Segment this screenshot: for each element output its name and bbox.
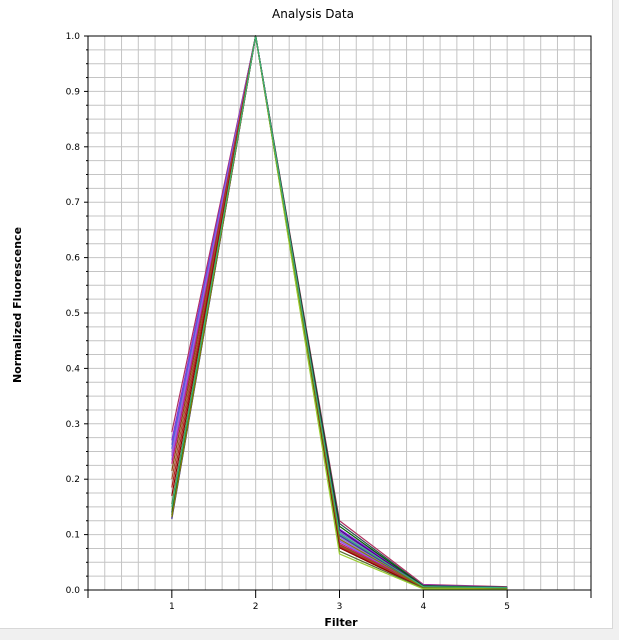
y-tick-label: 0.6 <box>66 254 81 264</box>
x-axis-label: Filter <box>324 616 358 628</box>
x-tick-label: 2 <box>253 602 259 612</box>
x-axis-ticks: 1 2 3 4 5 <box>87 590 592 612</box>
y-tick-label: 0.9 <box>66 87 81 97</box>
series-lines <box>171 35 508 590</box>
x-tick-label: 3 <box>337 602 343 612</box>
grid <box>88 36 591 590</box>
y-axis-label: Normalized Fluorescence <box>11 227 24 383</box>
y-tick-label: 0.2 <box>66 475 80 485</box>
y-tick-label: 0.8 <box>66 143 81 153</box>
line-chart: Analysis Data 0.00.10.20.30.40.50.60.70.… <box>11 7 592 628</box>
chart-window: Analysis Data 0.0 0.1 0.2 0.3 0.4 0.5 0.6 0.7 0.… <box>0 0 613 629</box>
y-tick-label: 0.0 <box>66 586 81 596</box>
y-tick-label: 1.0 <box>66 32 81 42</box>
y-tick-label: 0.7 <box>66 198 80 208</box>
x-tick-label: 1 <box>169 602 175 612</box>
x-tick-label: 4 <box>420 602 426 612</box>
y-tick-label: 0.3 <box>66 420 80 430</box>
y-tick-label: 0.4 <box>66 364 81 374</box>
y-tick-label: 0.5 <box>66 309 80 319</box>
x-tick-label: 5 <box>504 602 510 612</box>
series-line <box>171 35 508 589</box>
y-tick-label: 0.1 <box>66 531 80 541</box>
y-axis-ticks: 0.0 0.1 0.2 0.3 0.4 0.5 0.6 0.7 0.8 0.9 1.0 <box>66 32 88 596</box>
chart-title: Analysis Data <box>272 7 354 21</box>
